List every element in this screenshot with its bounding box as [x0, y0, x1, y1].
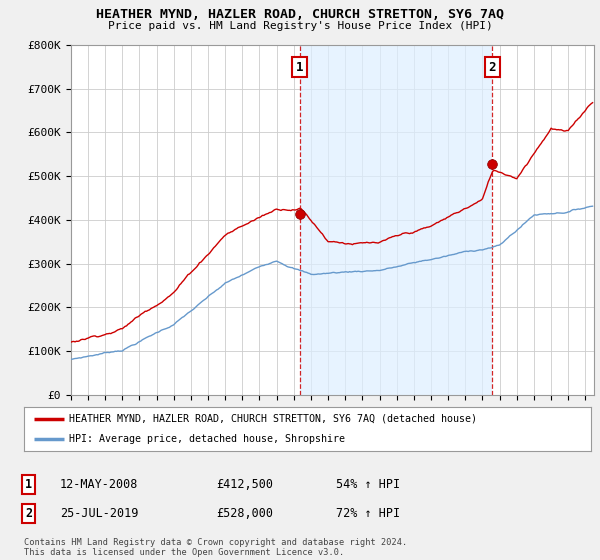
- Text: HPI: Average price, detached house, Shropshire: HPI: Average price, detached house, Shro…: [70, 434, 346, 444]
- Text: 1: 1: [296, 60, 304, 73]
- Text: 2: 2: [488, 60, 496, 73]
- Text: £528,000: £528,000: [216, 507, 273, 520]
- Text: 12-MAY-2008: 12-MAY-2008: [60, 478, 139, 491]
- Text: £412,500: £412,500: [216, 478, 273, 491]
- Text: 1: 1: [25, 478, 32, 491]
- Text: 25-JUL-2019: 25-JUL-2019: [60, 507, 139, 520]
- Text: 54% ↑ HPI: 54% ↑ HPI: [336, 478, 400, 491]
- Text: Contains HM Land Registry data © Crown copyright and database right 2024.
This d: Contains HM Land Registry data © Crown c…: [24, 538, 407, 557]
- Text: 2: 2: [25, 507, 32, 520]
- Bar: [300, 45, 492, 395]
- Text: HEATHER MYND, HAZLER ROAD, CHURCH STRETTON, SY6 7AQ: HEATHER MYND, HAZLER ROAD, CHURCH STRETT…: [96, 8, 504, 21]
- Text: Price paid vs. HM Land Registry's House Price Index (HPI): Price paid vs. HM Land Registry's House …: [107, 21, 493, 31]
- Text: HEATHER MYND, HAZLER ROAD, CHURCH STRETTON, SY6 7AQ (detached house): HEATHER MYND, HAZLER ROAD, CHURCH STRETT…: [70, 414, 478, 424]
- Text: 72% ↑ HPI: 72% ↑ HPI: [336, 507, 400, 520]
